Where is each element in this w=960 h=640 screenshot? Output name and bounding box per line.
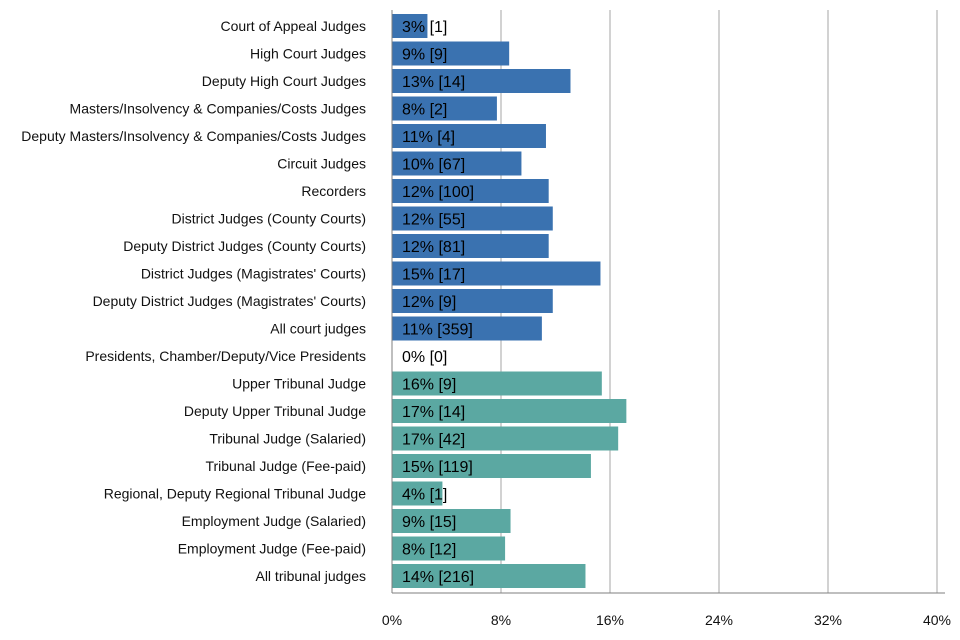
bar-2 xyxy=(392,69,571,93)
bar-20 xyxy=(392,564,586,588)
category-label-7: District Judges (County Courts) xyxy=(171,211,366,227)
data-label-4: 11% [4] xyxy=(402,129,455,146)
data-label-15: 17% [42] xyxy=(402,432,465,449)
data-label-0: 3% [1] xyxy=(402,19,447,36)
category-labels: Court of Appeal Judges High Court Judges D… xyxy=(21,18,366,584)
data-label-8: 12% [81] xyxy=(402,239,465,256)
x-tick-label-4: 32% xyxy=(814,612,842,628)
bar-7 xyxy=(392,206,553,231)
category-label-20: All tribunal judges xyxy=(255,568,366,584)
category-label-13: Upper Tribunal Judge xyxy=(232,376,366,392)
bars xyxy=(392,14,627,588)
x-tick-label-2: 16% xyxy=(596,612,624,628)
bar-4 xyxy=(392,124,546,148)
category-label-17: Regional, Deputy Regional Tribunal Judge xyxy=(104,486,366,502)
data-label-18: 9% [15] xyxy=(402,514,456,531)
bar-0 xyxy=(392,14,428,38)
data-label-14: 17% [14] xyxy=(402,404,465,421)
category-label-6: Recorders xyxy=(301,183,366,199)
gridlines xyxy=(500,10,938,593)
bar-19 xyxy=(392,536,506,561)
data-labels: 3% [1] 9% [9] 13% [14] 8% [2] 11% [4] 10% [67… xyxy=(402,19,474,586)
category-label-2: Deputy High Court Judges xyxy=(202,73,366,89)
axes xyxy=(391,10,945,594)
bar-17 xyxy=(392,481,443,506)
bar-14 xyxy=(392,399,627,423)
bar-9 xyxy=(392,261,601,286)
category-label-9: District Judges (Magistrates' Courts) xyxy=(141,266,366,282)
data-label-3: 8% [2] xyxy=(402,102,447,119)
data-label-16: 15% [119] xyxy=(402,459,473,476)
bar-5 xyxy=(392,151,522,176)
category-label-5: Circuit Judges xyxy=(277,156,366,172)
data-label-2: 13% [14] xyxy=(402,74,465,91)
x-tick-label-0: 0% xyxy=(382,612,402,628)
data-label-7: 12% [55] xyxy=(402,212,465,229)
category-label-12: Presidents, Chamber/Deputy/Vice Presiden… xyxy=(85,348,366,364)
x-tick-label-3: 24% xyxy=(705,612,733,628)
data-label-5: 10% [67] xyxy=(402,157,465,174)
bar-13 xyxy=(392,371,602,396)
data-label-11: 11% [359] xyxy=(402,322,473,339)
bar-8 xyxy=(392,234,549,258)
category-label-4: Deputy Masters/Insolvency & Companies/Co… xyxy=(21,128,366,144)
bar-1 xyxy=(392,41,510,66)
bar-15 xyxy=(392,426,619,451)
bar-6 xyxy=(392,179,549,203)
category-label-1: High Court Judges xyxy=(250,46,366,62)
data-label-12: 0% [0] xyxy=(402,349,447,366)
data-label-1: 9% [9] xyxy=(402,47,447,64)
category-label-0: Court of Appeal Judges xyxy=(220,18,366,34)
bar-10 xyxy=(392,289,553,313)
data-label-17: 4% [1] xyxy=(402,487,447,504)
bar-3 xyxy=(392,96,497,121)
bar-11 xyxy=(392,316,542,341)
x-tick-label-5: 40% xyxy=(923,612,951,628)
category-label-10: Deputy District Judges (Magistrates' Cou… xyxy=(93,293,366,309)
bar-16 xyxy=(392,454,591,478)
data-label-9: 15% [17] xyxy=(402,267,465,284)
category-label-16: Tribunal Judge (Fee-paid) xyxy=(205,458,366,474)
category-label-14: Deputy Upper Tribunal Judge xyxy=(184,403,366,419)
category-label-8: Deputy District Judges (County Courts) xyxy=(123,238,366,254)
data-label-13: 16% [9] xyxy=(402,377,456,394)
category-label-19: Employment Judge (Fee-paid) xyxy=(178,541,366,557)
category-label-18: Employment Judge (Salaried) xyxy=(182,513,366,529)
bar-18 xyxy=(392,509,511,533)
category-label-11: All court judges xyxy=(270,321,366,337)
data-label-20: 14% [216] xyxy=(402,569,474,586)
data-label-6: 12% [100] xyxy=(402,184,474,201)
data-label-10: 12% [9] xyxy=(402,294,456,311)
category-label-15: Tribunal Judge (Salaried) xyxy=(209,431,366,447)
category-label-3: Masters/Insolvency & Companies/Costs Jud… xyxy=(70,101,366,117)
data-label-19: 8% [12] xyxy=(402,542,456,559)
tick-labels: 0% 8% 16% 24% 32% 40% xyxy=(382,612,951,628)
x-tick-label-1: 8% xyxy=(491,612,511,628)
